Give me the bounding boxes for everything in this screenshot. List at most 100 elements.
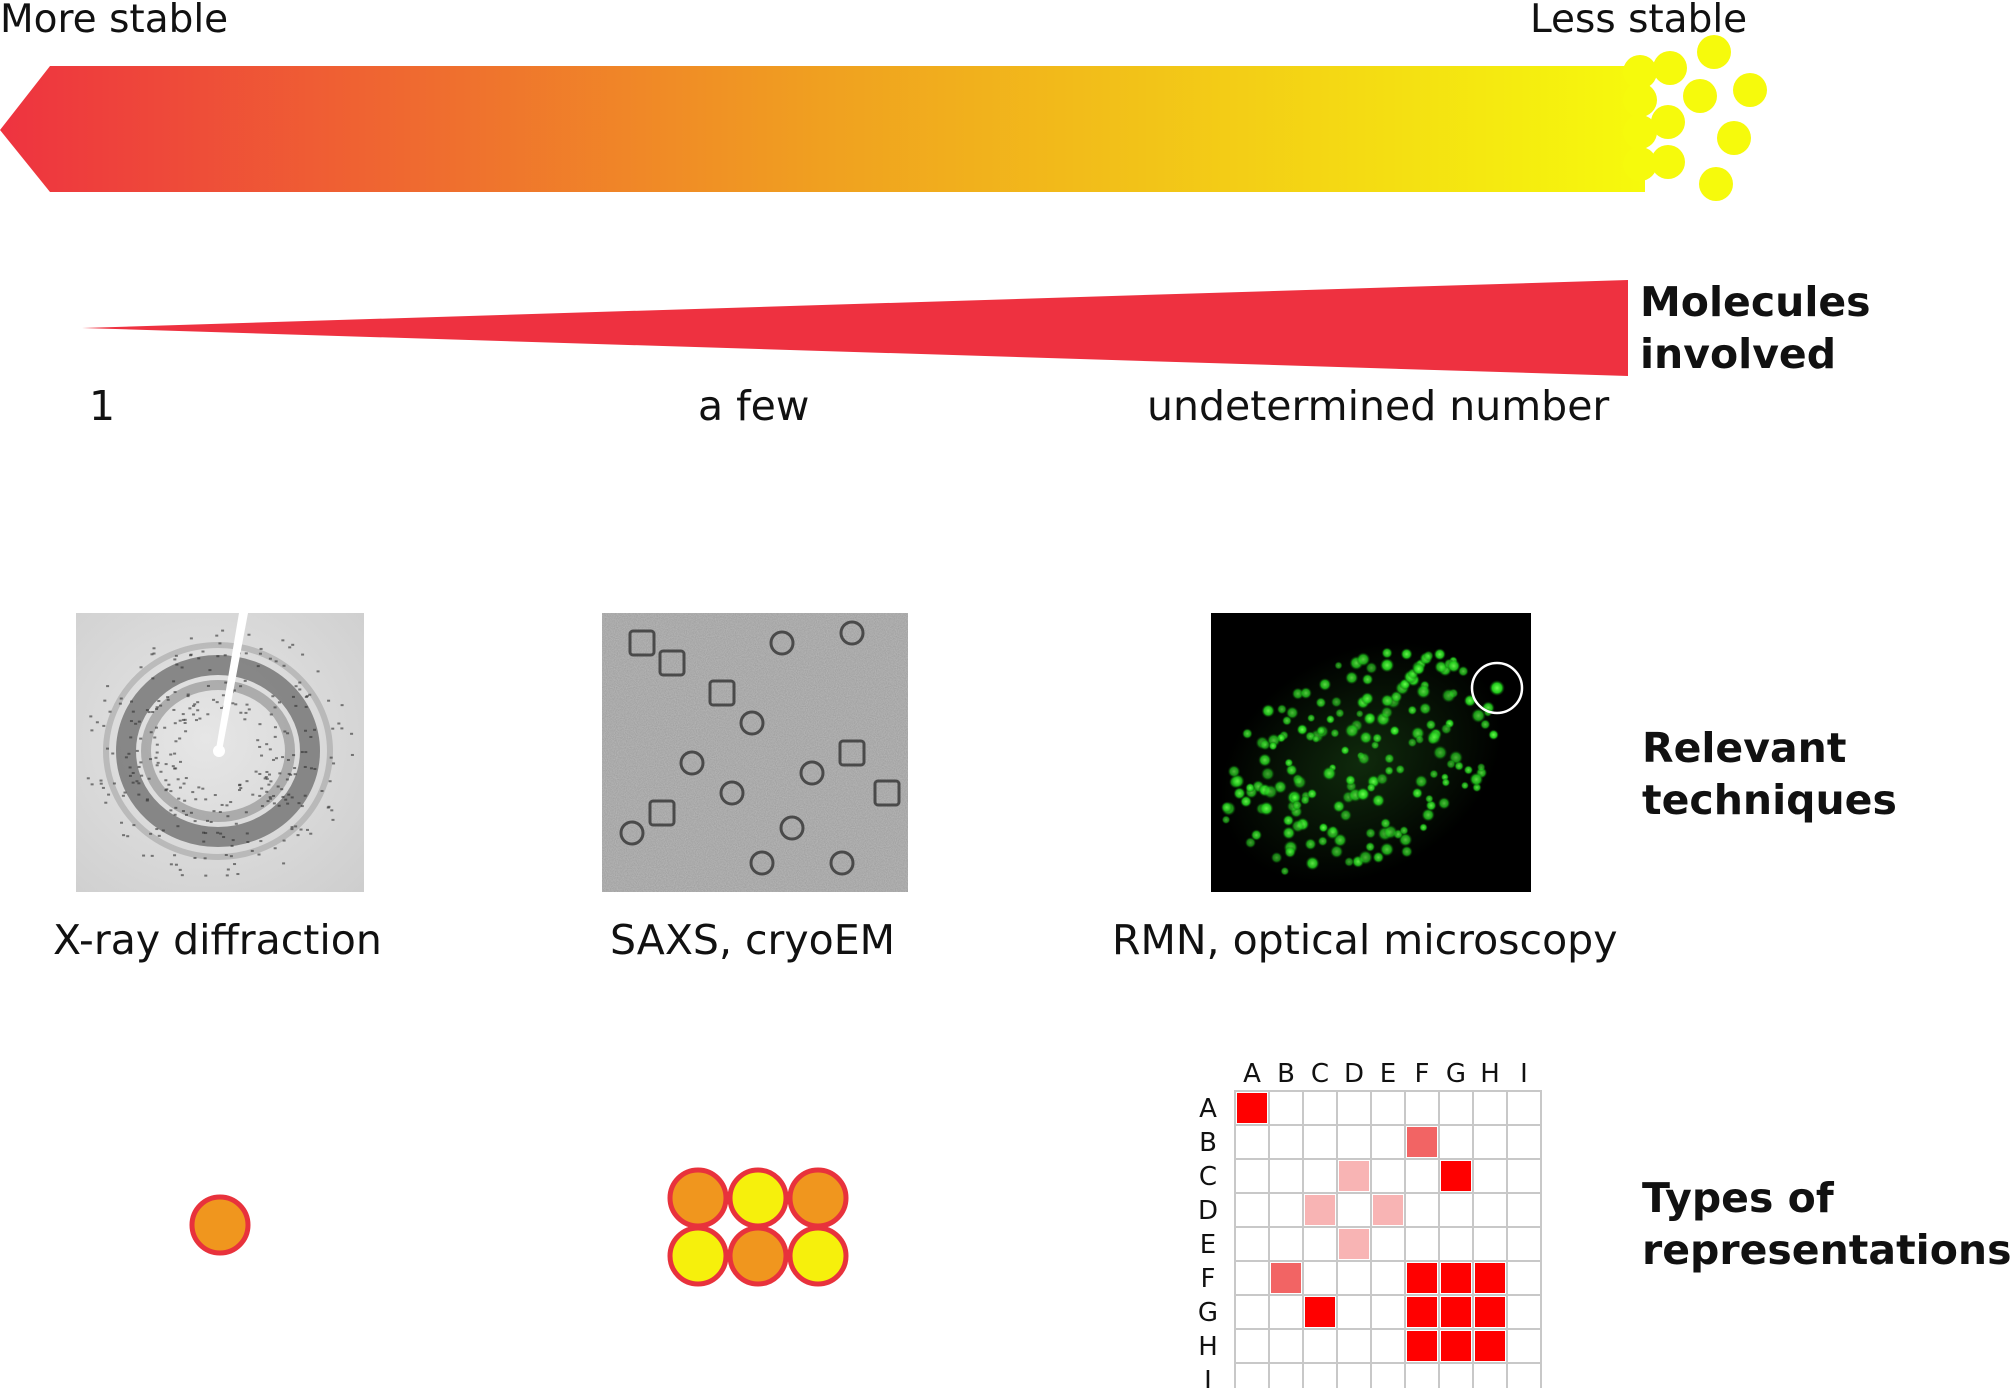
molecules-count-wedge bbox=[82, 280, 1628, 376]
matrix-cell bbox=[1506, 1294, 1542, 1330]
matrix-cell bbox=[1336, 1124, 1372, 1160]
matrix-row-label: E bbox=[1200, 1230, 1216, 1260]
matrix-cell bbox=[1506, 1226, 1542, 1262]
stability-gradient-bar bbox=[0, 66, 1645, 192]
matrix-cell bbox=[1302, 1090, 1338, 1126]
matrix-cell bbox=[1472, 1362, 1508, 1388]
matrix-cell bbox=[1336, 1328, 1372, 1364]
stability-arrow bbox=[0, 35, 1767, 201]
molecules-wedge bbox=[82, 280, 1628, 376]
matrix-cell bbox=[1268, 1090, 1304, 1126]
matrix-cell bbox=[1336, 1090, 1372, 1126]
types-of-representations-label: Types of representations bbox=[1642, 1174, 2012, 1274]
matrix-cell bbox=[1370, 1090, 1406, 1126]
dissolving-particles bbox=[1623, 35, 1767, 201]
matrix-cell bbox=[1336, 1294, 1372, 1330]
matrix-column-label: F bbox=[1415, 1059, 1430, 1089]
matrix-cell bbox=[1472, 1192, 1508, 1228]
matrix-cell bbox=[1438, 1362, 1474, 1388]
matrix-cell bbox=[1404, 1158, 1440, 1194]
matrix-column-label: I bbox=[1520, 1059, 1528, 1089]
particle bbox=[1683, 79, 1717, 113]
matrix-cell bbox=[1506, 1090, 1542, 1126]
scale-label-undetermined: undetermined number bbox=[1147, 382, 1610, 430]
matrix-column-label: A bbox=[1243, 1059, 1261, 1089]
matrix-cell bbox=[1506, 1260, 1542, 1296]
matrix-filled-cell bbox=[1475, 1263, 1505, 1293]
matrix-row-label: F bbox=[1201, 1264, 1216, 1294]
particle bbox=[1653, 51, 1687, 85]
cryoem-image bbox=[602, 613, 908, 892]
matrix-cell bbox=[1472, 1090, 1508, 1126]
matrix-filled-cell bbox=[1237, 1093, 1267, 1123]
matrix-filled-cell bbox=[1339, 1229, 1369, 1259]
matrix-cell bbox=[1268, 1328, 1304, 1364]
particle bbox=[1651, 145, 1685, 179]
particle bbox=[1697, 35, 1731, 69]
matrix-cell bbox=[1336, 1362, 1372, 1388]
single-molecule-circle bbox=[189, 1194, 251, 1256]
particle bbox=[1651, 105, 1685, 139]
matrix-cell bbox=[1438, 1226, 1474, 1262]
matrix-cell bbox=[1472, 1158, 1508, 1194]
matrix-filled-cell bbox=[1441, 1331, 1471, 1361]
matrix-cell bbox=[1268, 1226, 1304, 1262]
relevant-techniques-label: Relevant techniques bbox=[1642, 724, 1897, 824]
matrix-row-label: D bbox=[1198, 1196, 1218, 1226]
technique-label-xray: X-ray diffraction bbox=[53, 916, 382, 964]
particle bbox=[1623, 55, 1657, 89]
matrix-column-label: E bbox=[1380, 1059, 1396, 1089]
particle bbox=[1717, 121, 1751, 155]
single-molecule-representation bbox=[189, 1194, 251, 1256]
particle bbox=[1733, 73, 1767, 107]
matrix-cell bbox=[1234, 1294, 1270, 1330]
matrix-filled-cell bbox=[1305, 1195, 1335, 1225]
particle bbox=[1699, 167, 1733, 201]
matrix-filled-cell bbox=[1475, 1331, 1505, 1361]
matrix-filled-cell bbox=[1407, 1127, 1437, 1157]
matrix-cell bbox=[1234, 1158, 1270, 1194]
matrix-cell bbox=[1370, 1226, 1406, 1262]
matrix-row-label: I bbox=[1204, 1366, 1212, 1388]
matrix-filled-cell bbox=[1407, 1263, 1437, 1293]
matrix-cell bbox=[1302, 1124, 1338, 1160]
matrix-cell bbox=[1268, 1192, 1304, 1228]
cluster-molecule bbox=[727, 1225, 789, 1287]
scale-label-one: 1 bbox=[89, 382, 116, 430]
matrix-filled-cell bbox=[1407, 1297, 1437, 1327]
matrix-filled-cell bbox=[1407, 1331, 1437, 1361]
matrix-cell bbox=[1268, 1294, 1304, 1330]
matrix-cell bbox=[1506, 1158, 1542, 1194]
matrix-cell bbox=[1404, 1226, 1440, 1262]
matrix-cell bbox=[1438, 1124, 1474, 1160]
matrix-column-label: H bbox=[1480, 1059, 1500, 1089]
matrix-cell bbox=[1472, 1124, 1508, 1160]
matrix-cell bbox=[1438, 1192, 1474, 1228]
matrix-cell bbox=[1506, 1362, 1542, 1388]
matrix-row-label: C bbox=[1199, 1162, 1217, 1192]
cluster-molecule bbox=[667, 1167, 729, 1229]
matrix-row-label: B bbox=[1199, 1128, 1217, 1158]
matrix-row-label: H bbox=[1198, 1332, 1218, 1362]
matrix-filled-cell bbox=[1373, 1195, 1403, 1225]
molecules-involved-label: Molecules involved bbox=[1640, 278, 1871, 378]
matrix-cell bbox=[1506, 1124, 1542, 1160]
matrix-row-label: G bbox=[1198, 1298, 1218, 1328]
matrix-filled-cell bbox=[1441, 1161, 1471, 1191]
matrix-cell bbox=[1370, 1260, 1406, 1296]
matrix-cell bbox=[1268, 1158, 1304, 1194]
matrix-cell bbox=[1370, 1294, 1406, 1330]
matrix-cell bbox=[1234, 1260, 1270, 1296]
matrix-cell bbox=[1336, 1192, 1372, 1228]
matrix-cell bbox=[1472, 1226, 1508, 1262]
molecule-cluster-representation bbox=[667, 1167, 849, 1287]
technique-label-microscopy: RMN, optical microscopy bbox=[1112, 916, 1618, 964]
cluster-molecule bbox=[727, 1167, 789, 1229]
matrix-filled-cell bbox=[1441, 1263, 1471, 1293]
matrix-cell bbox=[1302, 1226, 1338, 1262]
less-stable-label: Less stable bbox=[1530, 0, 1748, 42]
matrix-cell bbox=[1438, 1090, 1474, 1126]
matrix-cell bbox=[1302, 1362, 1338, 1388]
matrix-filled-cell bbox=[1305, 1297, 1335, 1327]
